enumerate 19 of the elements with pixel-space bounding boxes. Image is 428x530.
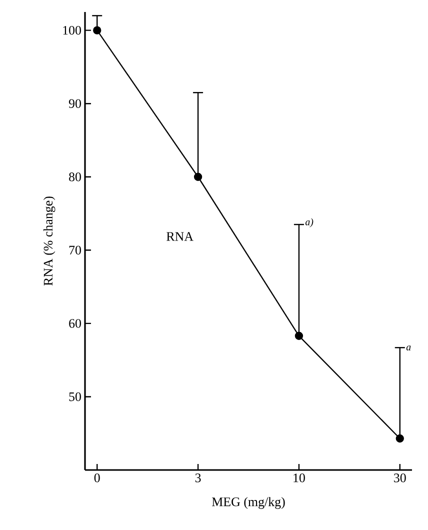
y-tick-label: 80 [69,172,81,182]
x-tick-label: 10 [294,474,305,482]
annotation: a) [305,218,314,228]
y-axis-title: RNA (% change) [43,196,56,286]
y-tick-label: 70 [69,246,81,255]
y-tick-label: 50 [69,392,81,402]
y-tick-label: 100 [63,26,81,35]
point [294,332,304,340]
x-axis-title: MEG (mg/kg) [212,497,285,509]
x-tick-label: 0 [94,474,100,482]
point [396,434,404,443]
x-tick-label: 3 [195,474,201,482]
y-tick-label: 60 [69,319,81,328]
x-tick-label: 30 [394,474,406,482]
annotation: a [406,346,411,350]
point [194,172,202,181]
text: RNA [166,232,194,241]
point [93,26,102,34]
y-tick-label: 90 [68,99,81,108]
